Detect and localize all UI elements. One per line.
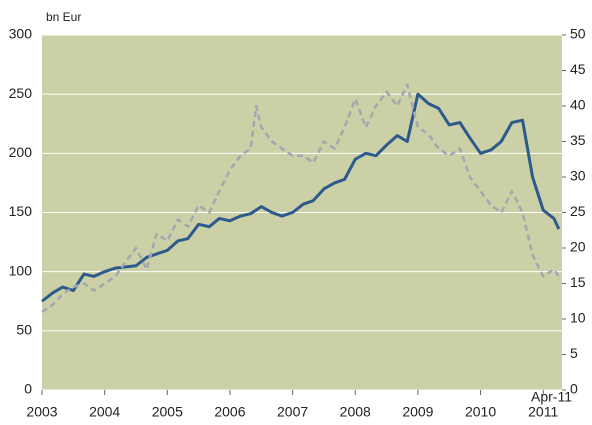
x-tick-label: 2010 [465,404,496,420]
series-line [41,92,561,303]
y2-tick-label: 10 [570,310,586,326]
x-tick-label: 2011 [528,404,558,420]
y2-tick-label: 25 [570,203,586,219]
annotation: Apr-11 [531,389,572,405]
x-tick-label: 2003 [26,404,57,420]
x-tick-label: 2008 [340,404,371,420]
y2-tick-label: 0 [570,381,578,397]
y-tick-label: 100 [9,262,33,278]
x-tick-label: 2005 [152,404,183,420]
y-tick-label: 150 [9,203,33,219]
y-tick-label: 300 [9,26,33,42]
y2-tick-label: 20 [570,239,586,255]
series-line [41,83,560,313]
y2-tick-label: 50 [570,26,586,42]
y2-tick-label: 15 [570,274,586,290]
x-tick-label: 2006 [214,404,245,420]
x-tick-label: 2004 [89,404,120,420]
y2-tick-label: 35 [570,132,586,148]
y-tick-label: 0 [24,381,32,397]
y2-tick-label: 5 [570,345,578,361]
y-axis-label: bn Eur [46,10,81,24]
y2-tick-label: 45 [570,61,586,77]
x-tick-label: 2009 [402,404,433,420]
y-tick-label: 50 [16,322,32,338]
x-tick-label: 2007 [277,404,308,420]
y2-tick-label: 40 [570,97,586,113]
y-tick-label: 200 [9,144,33,160]
y-tick-label: 250 [9,85,33,101]
y2-tick-label: 30 [570,168,586,184]
